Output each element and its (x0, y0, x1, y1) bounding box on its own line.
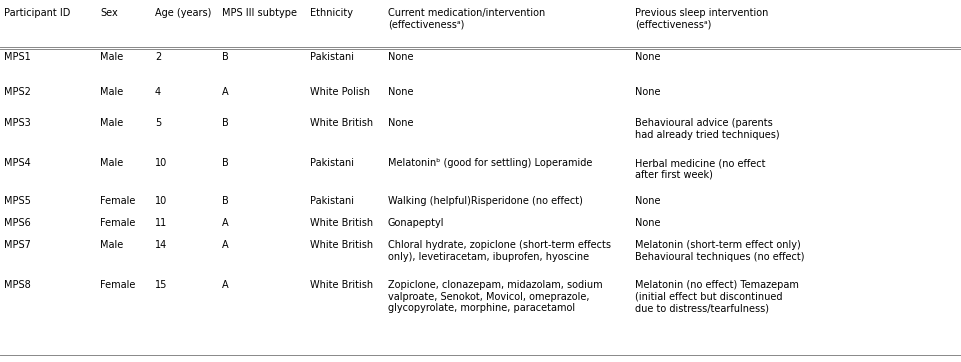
Text: MPS2: MPS2 (4, 87, 31, 97)
Text: A: A (222, 240, 229, 250)
Text: White British: White British (309, 118, 373, 128)
Text: 5: 5 (155, 118, 161, 128)
Text: 10: 10 (155, 196, 167, 206)
Text: 15: 15 (155, 280, 167, 290)
Text: 2: 2 (155, 52, 161, 62)
Text: MPS4: MPS4 (4, 158, 31, 168)
Text: A: A (222, 218, 229, 228)
Text: Male: Male (100, 87, 123, 97)
Text: MPS5: MPS5 (4, 196, 31, 206)
Text: None: None (387, 87, 413, 97)
Text: 11: 11 (155, 218, 167, 228)
Text: Pakistani: Pakistani (309, 52, 354, 62)
Text: 4: 4 (155, 87, 160, 97)
Text: Behavioural advice (parents
had already tried techniques): Behavioural advice (parents had already … (634, 118, 778, 140)
Text: White British: White British (309, 240, 373, 250)
Text: None: None (387, 118, 413, 128)
Text: B: B (222, 196, 229, 206)
Text: Pakistani: Pakistani (309, 196, 354, 206)
Text: Male: Male (100, 158, 123, 168)
Text: Participant ID: Participant ID (4, 8, 70, 18)
Text: None: None (634, 87, 660, 97)
Text: Gonapeptyl: Gonapeptyl (387, 218, 444, 228)
Text: Male: Male (100, 118, 123, 128)
Text: None: None (634, 196, 660, 206)
Text: Melatonin (short-term effect only)
Behavioural techniques (no effect): Melatonin (short-term effect only) Behav… (634, 240, 803, 262)
Text: MPS7: MPS7 (4, 240, 31, 250)
Text: White British: White British (309, 280, 373, 290)
Text: Herbal medicine (no effect
after first week): Herbal medicine (no effect after first w… (634, 158, 765, 180)
Text: Melatonin (no effect) Temazepam
(initial effect but discontinued
due to distress: Melatonin (no effect) Temazepam (initial… (634, 280, 798, 313)
Text: Female: Female (100, 218, 136, 228)
Text: MPS8: MPS8 (4, 280, 31, 290)
Text: A: A (222, 87, 229, 97)
Text: A: A (222, 280, 229, 290)
Text: Age (years): Age (years) (155, 8, 211, 18)
Text: B: B (222, 52, 229, 62)
Text: Ethnicity: Ethnicity (309, 8, 353, 18)
Text: Chloral hydrate, zopiclone (short-term effects
only), levetiracetam, ibuprofen, : Chloral hydrate, zopiclone (short-term e… (387, 240, 610, 262)
Text: Male: Male (100, 240, 123, 250)
Text: Previous sleep intervention
(effectivenessᵃ): Previous sleep intervention (effectivene… (634, 8, 768, 30)
Text: White British: White British (309, 218, 373, 228)
Text: B: B (222, 158, 229, 168)
Text: B: B (222, 118, 229, 128)
Text: Zopiclone, clonazepam, midazolam, sodium
valproate, Senokot, Movicol, omeprazole: Zopiclone, clonazepam, midazolam, sodium… (387, 280, 602, 313)
Text: MPS III subtype: MPS III subtype (222, 8, 297, 18)
Text: Melatoninᵇ (good for settling) Loperamide: Melatoninᵇ (good for settling) Loperamid… (387, 158, 592, 168)
Text: MPS1: MPS1 (4, 52, 31, 62)
Text: MPS6: MPS6 (4, 218, 31, 228)
Text: Female: Female (100, 196, 136, 206)
Text: Female: Female (100, 280, 136, 290)
Text: 14: 14 (155, 240, 167, 250)
Text: Walking (helpful)Risperidone (no effect): Walking (helpful)Risperidone (no effect) (387, 196, 582, 206)
Text: 10: 10 (155, 158, 167, 168)
Text: None: None (634, 218, 660, 228)
Text: Pakistani: Pakistani (309, 158, 354, 168)
Text: White Polish: White Polish (309, 87, 370, 97)
Text: Current medication/intervention
(effectivenessᵃ): Current medication/intervention (effecti… (387, 8, 545, 30)
Text: None: None (634, 52, 660, 62)
Text: MPS3: MPS3 (4, 118, 31, 128)
Text: None: None (387, 52, 413, 62)
Text: Male: Male (100, 52, 123, 62)
Text: Sex: Sex (100, 8, 117, 18)
